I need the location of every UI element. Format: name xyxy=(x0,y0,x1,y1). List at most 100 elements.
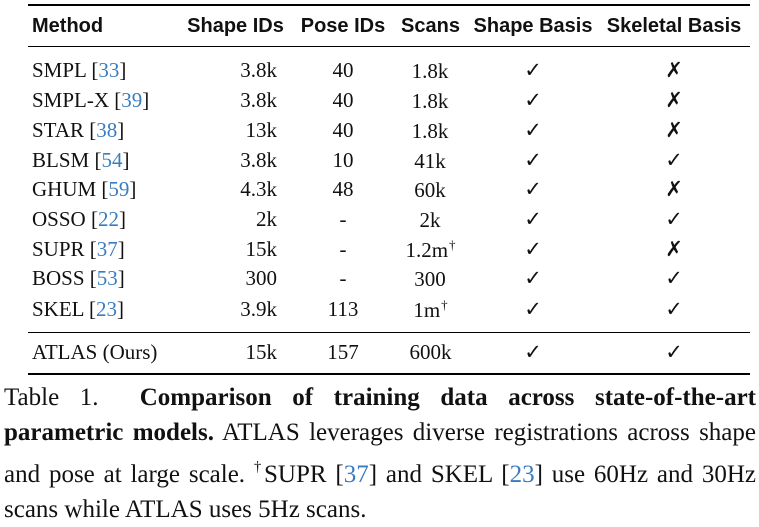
skeletal-basis-cell: ✗ xyxy=(665,88,683,113)
caption-text-end: ] use 60Hz and 30Hz scans while ATLAS us… xyxy=(4,461,756,523)
skeletal-basis-cell: ✗ xyxy=(665,58,683,82)
ours-section: ATLAS (Ours) 15k 157 600k ✓ ✓ xyxy=(28,332,750,374)
citation-link[interactable]: 59 xyxy=(108,177,130,202)
shape-basis-cell: ✓ xyxy=(524,207,542,232)
caption-label: Table 1. xyxy=(4,384,99,411)
table-row: OSSO [22] 2k - 2k ✓ ✓ xyxy=(28,205,750,235)
method-name: BOSS xyxy=(32,266,85,291)
shape-ids-cell: 300 xyxy=(245,266,278,291)
scans-value: 41k xyxy=(414,148,446,173)
shape-ids-cell: 15k xyxy=(245,236,278,261)
caption-citation-link[interactable]: 37 xyxy=(343,461,369,488)
model-rows: SMPL [33] 3.8k 40 1.8k ✓ ✗ SMPL-X [39] 3.8k 40 1.… xyxy=(28,47,750,333)
citation-link[interactable]: 23 xyxy=(95,297,117,322)
shape-basis-cell: ✓ xyxy=(524,177,542,202)
scans-cell: 2k xyxy=(393,205,468,235)
table-row: SUPR [37] 15k - 1.2m† ✓ ✗ xyxy=(28,234,750,264)
header-scans: Scans xyxy=(401,14,460,37)
scans-cell: 1.8k xyxy=(393,86,468,116)
header-pose-ids: Pose IDs xyxy=(300,14,386,37)
shape-ids-cell: 13k xyxy=(245,118,278,143)
scans-value: 1.8k xyxy=(411,59,449,83)
pose-ids-cell: 113 xyxy=(327,297,359,322)
shape-ids-cell: 3.8k xyxy=(240,147,277,172)
scans-cell: 1.8k xyxy=(393,116,468,146)
table-row: BLSM [54] 3.8k 10 41k ✓ ✓ xyxy=(28,145,750,175)
pose-ids-cell: 10 xyxy=(332,147,354,172)
skeletal-basis-cell: ✓ xyxy=(665,207,683,232)
ours-shape-ids: 15k xyxy=(245,340,278,365)
method-name: OSSO xyxy=(32,207,86,232)
table-row: SMPL-X [39] 3.8k 40 1.8k ✓ ✗ xyxy=(28,86,750,116)
scans-cell: 1m† xyxy=(393,294,468,333)
method-name: GHUM xyxy=(32,177,97,202)
table-row: SKEL [23] 3.9k 113 1m† ✓ ✓ xyxy=(28,294,750,333)
skeletal-basis-cell: ✓ xyxy=(665,147,683,172)
table-row: SMPL [33] 3.8k 40 1.8k ✓ ✗ xyxy=(28,47,750,87)
skeletal-basis-cell: ✗ xyxy=(665,177,683,202)
ours-shape-basis: ✓ xyxy=(524,340,542,365)
scans-value: 1m xyxy=(413,298,441,323)
scans-value: 60k xyxy=(414,178,446,203)
scans-cell: 41k xyxy=(393,145,468,175)
header-method: Method xyxy=(32,14,104,37)
comparison-table: Method Shape IDs Pose IDs Scans Shape Ba… xyxy=(28,4,750,375)
pose-ids-cell: 40 xyxy=(332,88,354,113)
shape-ids-cell: 4.3k xyxy=(240,177,277,202)
scans-dagger: † xyxy=(441,297,448,313)
scans-cell: 300 xyxy=(393,264,468,294)
citation-link[interactable]: 39 xyxy=(121,88,143,113)
caption-text-skel: ] and SKEL [ xyxy=(368,461,510,488)
pose-ids-cell: 40 xyxy=(332,118,354,143)
ours-method: ATLAS (Ours) xyxy=(32,340,158,365)
scans-dagger: † xyxy=(449,236,456,252)
table-caption: Table 1. Comparison of training data acr… xyxy=(4,380,756,527)
method-name: SUPR xyxy=(32,236,85,261)
header-skeletal-basis: Skeletal Basis xyxy=(606,14,742,37)
header-shape-ids: Shape IDs xyxy=(187,14,284,37)
shape-ids-cell: 3.8k xyxy=(240,88,277,113)
pose-ids-cell: 40 xyxy=(332,58,354,82)
scans-value: 1.2m xyxy=(405,237,449,262)
caption-text: ATLAS leverages diverse registrations ac… xyxy=(4,419,757,488)
method-name: BLSM xyxy=(32,147,90,172)
scans-value: 1.8k xyxy=(411,89,449,114)
scans-value: 1.8k xyxy=(411,119,449,144)
shape-basis-cell: ✓ xyxy=(524,118,542,143)
scans-cell: 1.8k xyxy=(393,47,468,87)
shape-ids-cell: 2k xyxy=(256,207,277,232)
citation-link[interactable]: 33 xyxy=(98,58,120,82)
citation-link[interactable]: 38 xyxy=(96,118,118,143)
pose-ids-cell: 48 xyxy=(332,177,354,202)
method-cell: SMPL-X [39] xyxy=(32,88,150,113)
method-cell: SUPR [37] xyxy=(32,236,125,261)
method-name: SMPL xyxy=(32,58,87,82)
method-name: STAR xyxy=(32,118,84,143)
method-cell: GHUM [59] xyxy=(32,177,137,202)
citation-link[interactable]: 53 xyxy=(96,266,118,291)
scans-value: 300 xyxy=(414,267,446,292)
table-header: Method Shape IDs Pose IDs Scans Shape Ba… xyxy=(28,5,750,47)
table-row: STAR [38] 13k 40 1.8k ✓ ✗ xyxy=(28,116,750,146)
skeletal-basis-cell: ✓ xyxy=(665,297,683,322)
caption-dagger: † xyxy=(253,459,264,475)
citation-link[interactable]: 37 xyxy=(96,236,118,261)
scans-cell: 60k xyxy=(393,175,468,205)
shape-basis-cell: ✓ xyxy=(524,58,542,82)
shape-ids-cell: 3.8k xyxy=(240,58,277,82)
caption-bold: Comparison of training data across state… xyxy=(4,384,757,446)
skeletal-basis-cell: ✗ xyxy=(665,118,683,143)
ours-row: ATLAS (Ours) 15k 157 600k ✓ ✓ xyxy=(28,332,750,374)
caption-text-supr: SUPR [ xyxy=(264,461,344,488)
citation-link[interactable]: 54 xyxy=(101,147,123,172)
method-name: SMPL-X xyxy=(32,88,110,113)
shape-basis-cell: ✓ xyxy=(524,297,542,322)
citation-link[interactable]: 22 xyxy=(97,207,119,232)
table-row: GHUM [59] 4.3k 48 60k ✓ ✗ xyxy=(28,175,750,205)
scans-cell: 1.2m† xyxy=(393,234,468,264)
table-row: BOSS [53] 300 - 300 ✓ ✓ xyxy=(28,264,750,294)
method-cell: STAR [38] xyxy=(32,118,125,143)
caption-citation-link[interactable]: 23 xyxy=(509,461,535,488)
ours-pose-ids: 157 xyxy=(327,340,359,365)
